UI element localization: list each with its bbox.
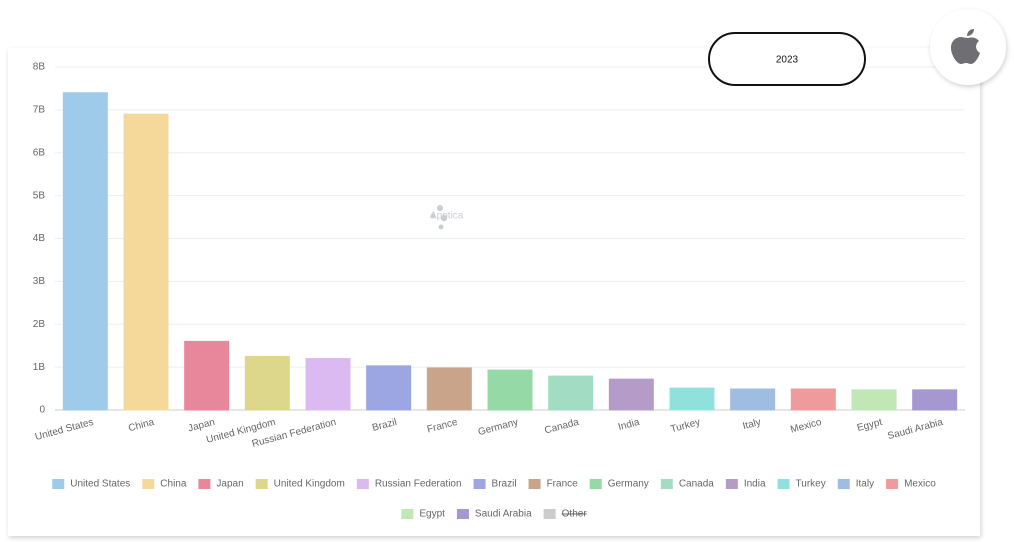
legend-swatch [198,479,211,489]
legend-label: Russian Federation [375,479,462,490]
year-badge [708,32,866,86]
x-tick-label: Italy [742,417,763,432]
legend-item: Mexico [886,479,936,490]
legend-item: Japan [198,479,244,490]
legend-label: United States [70,479,130,490]
watermark-icon [430,205,448,230]
legend-label: China [160,479,187,490]
y-tick-label: 5B [33,190,46,201]
legend-swatch [255,479,268,489]
watermark: Apptica [430,211,464,222]
bar [184,340,230,411]
legend-item: Turkey [777,479,826,490]
legend-swatch [837,479,850,489]
legend-label: United Kingdom [274,479,345,490]
legend-item: Canada [660,479,714,490]
y-tick-label: 4B [33,233,46,244]
y-tick-label: 7B [33,105,46,116]
legend-item: Russian Federation [356,479,462,490]
legend-swatch [886,479,899,489]
legend-item: Italy [837,479,874,490]
legend-label: Other [562,509,588,520]
bar [548,375,594,411]
legend-label: Saudi Arabia [475,509,532,520]
bar [62,92,108,411]
y-tick-label: 6B [33,147,46,158]
legend-label: Brazil [492,479,517,490]
legend-item: Other [543,509,588,520]
legend-label: Germany [608,479,649,490]
bar [608,378,654,411]
bar [851,389,897,411]
legend-swatch [356,479,369,489]
legend-label: Egypt [419,509,445,520]
bar [790,388,836,411]
legend-swatch [543,509,556,519]
legend-item: France [528,479,579,490]
year-badge-text: 2023 [776,55,799,66]
legend-swatch [52,479,65,489]
bar [244,355,290,411]
legend-item: Egypt [401,509,445,520]
legend-item: China [142,479,187,490]
bar [366,365,412,411]
bar [730,388,776,411]
legend-label: France [547,479,579,490]
legend-swatch [660,479,673,489]
legend-item: India [725,479,766,490]
legend-item: United Kingdom [255,479,345,490]
legend-swatch [142,479,155,489]
legend: United States China Japan United Kingdom Rus… [52,479,936,520]
legend-swatch [725,479,738,489]
legend-label: Italy [856,479,874,490]
legend-item: Saudi Arabia [456,509,532,520]
bar [305,358,351,411]
legend-swatch [456,509,469,519]
y-tick-label: 1B [33,362,46,373]
legend-swatch [777,479,790,489]
y-tick-label: 8B [33,62,46,73]
legend-swatch [528,479,541,489]
legend-swatch [589,479,602,489]
legend-label: Japan [216,479,243,490]
legend-label: Turkey [796,479,826,490]
legend-item: Germany [589,479,649,490]
legend-label: India [744,479,766,490]
legend-item: Brazil [473,479,517,490]
y-tick-label: 3B [33,276,46,287]
legend-label: Canada [679,479,714,490]
y-tick-label: 2B [33,319,46,330]
bar [123,113,169,411]
apple-icon [951,29,980,64]
bar [426,367,472,411]
legend-label: Mexico [904,479,936,490]
legend-swatch [473,479,486,489]
bar [487,369,533,411]
y-tick-label: 0 [39,405,45,416]
bar [669,387,715,411]
chart-card [8,48,980,536]
legend-item: United States [52,479,130,490]
bar [912,389,958,411]
legend-swatch [401,509,414,519]
